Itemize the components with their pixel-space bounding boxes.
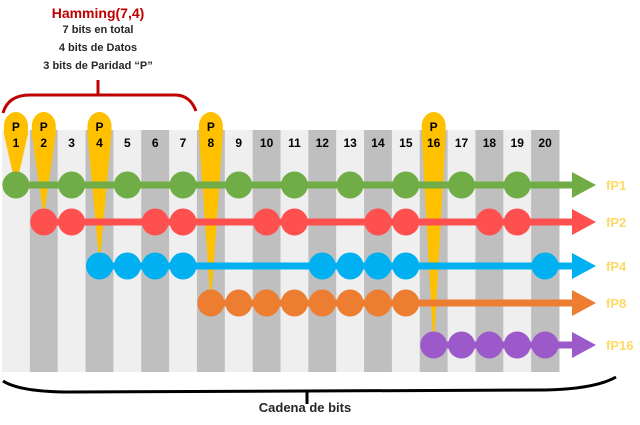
bit-number-11: 11 [288, 136, 301, 150]
bit-dot-fP2-14 [364, 208, 392, 236]
bit-dot-fP16-16 [420, 331, 448, 359]
bit-dot-fP1-3 [58, 171, 86, 199]
parity-prefix-2: P [40, 120, 48, 134]
bit-dot-fP2-19 [503, 208, 531, 236]
bit-column-10 [252, 130, 281, 372]
arrow-head-fP8 [572, 290, 596, 316]
parity-prefix-8: P [207, 120, 215, 134]
row-label-fP2: fP2 [606, 215, 626, 230]
bit-number-17: 17 [455, 136, 469, 150]
bit-number-20: 20 [538, 136, 552, 150]
bit-number-1: 1 [13, 136, 20, 150]
bit-dot-fP1-15 [392, 171, 420, 199]
arrow-head-fP1 [572, 172, 596, 198]
diagram-title: Hamming(7,4) [51, 5, 145, 21]
bit-dot-fP2-3 [58, 208, 86, 236]
bit-number-5: 5 [124, 136, 131, 150]
bit-column-7 [169, 130, 198, 372]
bit-dot-fP8-8 [197, 289, 225, 317]
row-label-fP4: fP4 [606, 259, 627, 274]
bit-dot-fP2-18 [475, 208, 503, 236]
arrow-head-fP16 [572, 332, 596, 358]
row-label-fP1: fP1 [606, 178, 626, 193]
row-label-fP16: fP16 [606, 338, 633, 353]
bit-dot-fP4-15 [392, 252, 420, 280]
bit-dot-fP1-11 [280, 171, 308, 199]
top-bracket [1, 80, 198, 114]
bit-dot-fP1-9 [225, 171, 253, 199]
bit-dot-fP4-7 [169, 252, 197, 280]
bit-number-15: 15 [399, 136, 413, 150]
bit-dot-fP8-15 [392, 289, 420, 317]
subtitle-data-bits: 4 bits de Datos [58, 42, 138, 54]
bit-dot-fP4-13 [336, 252, 364, 280]
bit-number-4: 4 [96, 136, 103, 150]
bit-column-15 [391, 130, 421, 372]
bit-number-8: 8 [208, 136, 215, 150]
parity-marker-p2 [31, 111, 56, 210]
bit-column-3 [57, 130, 87, 372]
bit-dot-fP1-5 [113, 171, 141, 199]
bit-column-11 [280, 130, 309, 372]
bit-dot-fP8-12 [308, 289, 336, 317]
bit-dot-fP1-7 [169, 171, 197, 199]
bit-column-5 [113, 130, 142, 372]
arrow-head-fP2 [572, 209, 596, 235]
bit-dot-fP8-9 [225, 289, 253, 317]
bit-number-16: 16 [427, 136, 441, 150]
bit-dot-fP8-10 [253, 289, 281, 317]
bit-number-18: 18 [483, 136, 497, 150]
bit-dot-fP8-14 [364, 289, 392, 317]
bit-number-6: 6 [152, 136, 159, 150]
bit-column-14 [364, 130, 393, 372]
bit-dot-fP1-17 [448, 171, 476, 199]
bit-dot-fP4-14 [364, 252, 392, 280]
bit-number-14: 14 [371, 136, 385, 150]
bit-column-13 [336, 130, 365, 372]
bit-dot-fP2-7 [169, 208, 197, 236]
bit-dot-fP16-19 [503, 331, 531, 359]
bit-dot-fP1-19 [503, 171, 531, 199]
bit-dot-fP16-17 [448, 331, 476, 359]
arrow-head-fP4 [572, 253, 596, 279]
bit-number-12: 12 [316, 136, 330, 150]
bit-number-2: 2 [40, 136, 47, 150]
parity-prefix-1: P [12, 120, 20, 134]
bit-column-6 [141, 130, 170, 372]
bit-dot-fP8-13 [336, 289, 364, 317]
bit-dot-fP2-2 [30, 208, 58, 236]
parity-prefix-4: P [95, 120, 103, 134]
bit-dot-fP16-20 [531, 331, 559, 359]
parity-marker-p8 [198, 112, 223, 291]
subtitle-parity-bits: 3 bits de Paridad “P” [43, 60, 153, 72]
bit-number-3: 3 [68, 136, 75, 150]
bit-dot-fP1-1 [2, 171, 30, 199]
bit-number-10: 10 [260, 136, 274, 150]
bit-number-13: 13 [343, 136, 357, 150]
bit-dot-fP2-6 [141, 208, 169, 236]
subtitle-total-bits: 7 bits en total [62, 24, 134, 36]
bit-dot-fP4-4 [85, 252, 113, 280]
bit-dot-fP4-20 [531, 252, 559, 280]
bit-dot-fP16-18 [475, 331, 503, 359]
bit-number-7: 7 [180, 136, 187, 150]
parity-prefix-16: P [430, 120, 438, 134]
bit-dot-fP4-5 [113, 252, 141, 280]
bit-dot-fP4-12 [308, 252, 336, 280]
row-label-fP8: fP8 [606, 296, 626, 311]
bit-dot-fP2-15 [392, 208, 420, 236]
bit-column-12 [308, 130, 337, 372]
bit-dot-fP2-10 [253, 208, 281, 236]
bit-dot-fP4-6 [141, 252, 169, 280]
bit-dot-fP1-13 [336, 171, 364, 199]
bit-dot-fP2-11 [280, 208, 308, 236]
bit-column-9 [224, 130, 254, 372]
bit-number-9: 9 [235, 136, 242, 150]
bit-number-19: 19 [511, 136, 525, 150]
bottom-bracket [2, 375, 617, 404]
bit-string-label: Cadena de bits [258, 400, 352, 415]
parity-marker-p1 [3, 112, 28, 183]
bit-dot-fP8-11 [280, 289, 308, 317]
